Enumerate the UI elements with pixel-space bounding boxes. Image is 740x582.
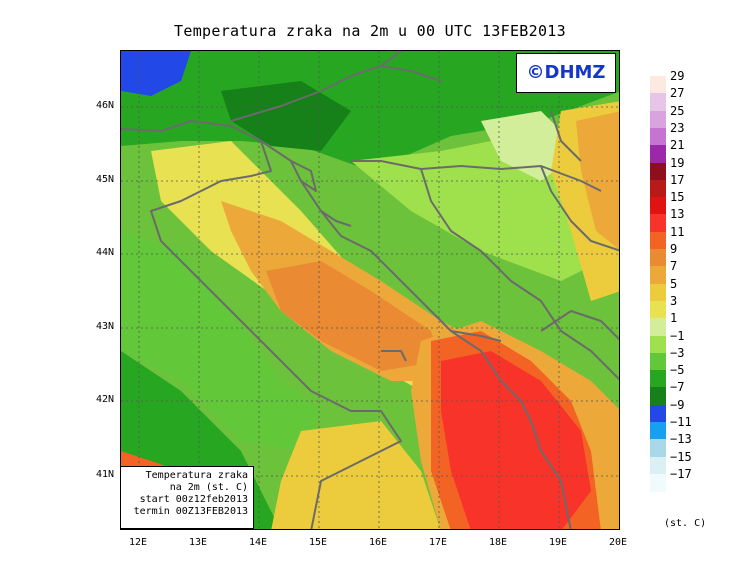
legend-swatch — [650, 76, 666, 94]
legend-label: −13 — [670, 432, 692, 447]
legend-swatch — [650, 249, 666, 267]
legend-swatch — [650, 335, 666, 354]
field-very-cold-nw — [121, 51, 191, 96]
field-adriatic-orange — [266, 261, 441, 371]
legend-label: 23 — [670, 120, 685, 135]
legend-swatch — [650, 352, 666, 371]
legend-label: 3 — [670, 293, 678, 308]
lon-label: 13E — [188, 537, 208, 548]
legend-label: −7 — [670, 380, 685, 395]
legend-label: 9 — [670, 242, 678, 256]
legend-label: 19 — [670, 155, 685, 170]
field-italy-green — [121, 231, 321, 451]
legend-label: 15 — [670, 190, 685, 205]
map-title: Temperatura zraka na 2m u 00 UTC 13FEB20… — [174, 22, 566, 40]
lat-label: 42N — [95, 394, 114, 405]
legend-swatch — [650, 179, 666, 198]
legend-swatch — [650, 110, 666, 129]
legend-label: 25 — [670, 103, 685, 118]
info-line-3: start 00z12feb2013 — [139, 494, 248, 505]
legend-label: 1 — [670, 311, 678, 326]
lat-label: 43N — [95, 321, 114, 332]
info-line-1: Temperatura zraka — [145, 470, 248, 481]
temperature-field — [121, 51, 619, 529]
legend-swatch — [650, 318, 666, 336]
lon-label: 19E — [548, 537, 568, 548]
legend-label: −11 — [670, 415, 692, 429]
lon-label: 18E — [488, 537, 508, 548]
legend-label: 7 — [670, 259, 678, 274]
legend-label: −5 — [670, 363, 685, 378]
field-south-yellow — [271, 421, 441, 529]
legend-swatch — [650, 162, 666, 181]
field-east-orange — [576, 111, 619, 250]
graticule — [121, 51, 619, 529]
lon-label: 15E — [308, 537, 328, 548]
legend-label: 13 — [670, 207, 685, 222]
legend-swatch — [650, 404, 666, 423]
lat-label: 46N — [95, 100, 114, 111]
legend-swatch — [650, 197, 666, 215]
legend-swatch — [650, 93, 666, 112]
dhmz-watermark: ©DHMZ — [516, 53, 616, 93]
lat-label: 45N — [95, 174, 114, 185]
legend-swatch — [650, 422, 666, 440]
lon-label: 17E — [428, 537, 448, 548]
legend-label: 27 — [670, 86, 685, 101]
lon-label: 20E — [608, 537, 628, 548]
legend-label: 29 — [670, 69, 685, 83]
info-line-4: termin 00Z13FEB2013 — [133, 506, 248, 517]
legend-label: 11 — [670, 224, 685, 239]
legend-swatch — [650, 127, 666, 146]
legend-swatch — [650, 473, 666, 492]
lat-label: 41N — [95, 469, 114, 480]
lon-label: 14E — [248, 537, 268, 548]
legend-swatch — [650, 387, 666, 406]
legend-label: −3 — [670, 345, 685, 360]
legend-units: (st. C) — [664, 518, 707, 529]
legend-swatch — [650, 266, 666, 285]
legend-swatch — [650, 214, 666, 233]
field-cold-north — [121, 51, 619, 171]
field-balkan-hot — [441, 351, 591, 529]
lon-label: 16E — [368, 537, 388, 548]
coastlines — [121, 51, 619, 529]
legend-swatch — [650, 145, 666, 163]
temperature-map — [120, 50, 620, 530]
lon-label: 12E — [128, 537, 148, 548]
legend-swatch — [650, 231, 666, 250]
legend-label: −9 — [670, 397, 685, 412]
legend-swatch — [650, 456, 666, 475]
legend-label: −1 — [670, 328, 685, 343]
legend-label: 17 — [670, 172, 685, 187]
legend-label: 5 — [670, 276, 678, 291]
legend-label: −15 — [670, 449, 692, 464]
legend-label: −17 — [670, 466, 692, 481]
legend-swatch — [650, 300, 666, 319]
info-box: Temperatura zraka na 2m (st. C) start 00… — [120, 466, 254, 529]
lat-label: 44N — [95, 247, 114, 258]
info-line-2: na 2m (st. C) — [169, 482, 248, 493]
legend-label: 21 — [670, 138, 685, 153]
legend-swatch — [650, 370, 666, 388]
legend-swatch — [650, 439, 666, 458]
field-dark-green-alps — [221, 81, 351, 151]
legend-swatch — [650, 283, 666, 302]
